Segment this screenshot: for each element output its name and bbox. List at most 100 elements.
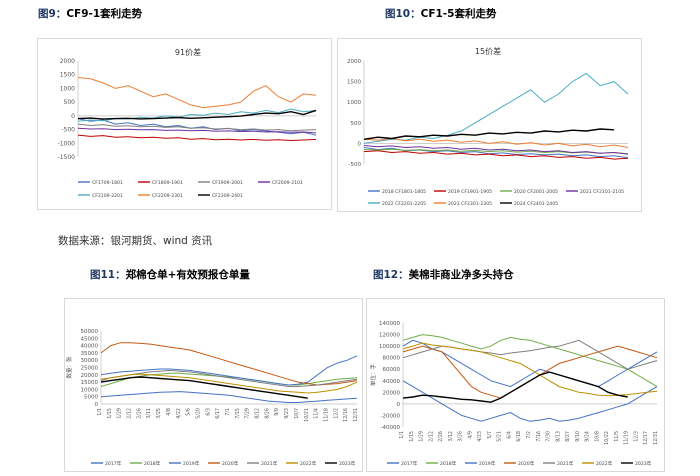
- x-tick-label: 7/29: [245, 408, 251, 419]
- series-line-1: [402, 334, 658, 388]
- x-tick-label: 5/6: [186, 408, 192, 416]
- series-line-3: [100, 342, 358, 386]
- legend-label: CF2109-2201: [92, 193, 123, 199]
- x-tick-label: 11/5: [614, 431, 620, 442]
- x-tick-label: 4/9: [467, 431, 473, 439]
- y-tick-label: 1000: [60, 85, 75, 92]
- x-tick-label: 8/12: [255, 408, 261, 419]
- series-line-5: [363, 137, 629, 148]
- x-tick-label: 12/31: [353, 408, 359, 422]
- legend-label: 2023年: [339, 460, 356, 467]
- x-tick-label: 12/2: [333, 408, 339, 419]
- y-tick-label: 500: [64, 99, 76, 106]
- legend-label: 2018年: [144, 460, 161, 467]
- series-line-4: [363, 72, 629, 144]
- series-line-6: [100, 376, 308, 399]
- figure-9-number: 图9：: [38, 8, 67, 20]
- legend-label: CF2209-2301: [152, 193, 183, 199]
- y-tick-label: 15000: [81, 380, 99, 386]
- legend-label: 2021年: [557, 460, 574, 467]
- x-tick-label: 3/11: [146, 408, 152, 419]
- x-tick-label: 3/26: [458, 431, 464, 442]
- y-tick-label: 20000: [383, 390, 401, 396]
- chart-10-panel: 15价差 -500 0 500 1000 1500 2000 2018 CF1801-1805…: [337, 38, 642, 212]
- x-tick-label: 12/16: [343, 408, 349, 422]
- chart-11-panel: 0 5000 10000 15000 20000 25000 30000 35000 40000…: [64, 298, 363, 472]
- x-tick-label: 9/23: [284, 408, 290, 419]
- y-tick-label: -20000: [381, 413, 401, 419]
- figure-12-label: 美棉非商业净多头持仓: [408, 269, 514, 281]
- y-tick-label: 1500: [60, 72, 75, 79]
- x-tick-label: 10/7: [294, 408, 300, 419]
- y-tick-label: 25000: [81, 366, 99, 372]
- data-source-note: 数据来源：银河期货、wind 资讯: [58, 235, 213, 247]
- chart-12-panel: -40000 -20000 0 20000 40000 60000 80000 100000 1…: [366, 298, 665, 472]
- x-tick-label: 4/8: [166, 408, 172, 416]
- y-tick-label: -1500: [58, 154, 76, 161]
- figure-10-label: CF1-5套利走势: [420, 8, 497, 20]
- x-tick-label: 8/27: [565, 431, 571, 442]
- series-line-1: [100, 372, 358, 387]
- x-tick-label: 6/4: [506, 431, 512, 439]
- x-tick-label: 1/29: [419, 431, 425, 442]
- x-tick-label: 10/8: [594, 431, 600, 442]
- legend-label: CF1909-2001: [212, 180, 243, 186]
- x-tick-label: 1/29: [117, 408, 123, 419]
- series-line-5: [77, 77, 317, 109]
- figure-12-number: 图12：: [373, 269, 409, 281]
- x-tick-label: 11/4: [314, 408, 320, 419]
- legend-label: 2020 CF2001-2005: [514, 189, 558, 195]
- x-tick-label: 10/21: [304, 408, 310, 422]
- y-tick-label: -500: [349, 162, 362, 168]
- y-tick-label: 30000: [81, 358, 99, 364]
- x-tick-label: 6/17: [215, 408, 221, 419]
- y-tick-label: 10000: [81, 387, 99, 393]
- x-tick-label: 7/2: [526, 431, 532, 439]
- y-tick-label: 2000: [347, 59, 361, 65]
- y-tick-label: 100000: [379, 344, 400, 350]
- figure-12-title: 图12：美棉非商业净多头持仓: [373, 267, 514, 282]
- series-line-3: [402, 345, 658, 399]
- legend-label: 2022年: [596, 460, 613, 467]
- chart-title: 91价差: [175, 47, 201, 57]
- series-line-0: [100, 391, 358, 403]
- y-tick-label: 1500: [347, 80, 361, 86]
- series-line-6: [402, 371, 628, 403]
- x-tick-label: 4/22: [176, 408, 182, 419]
- y-tick-label: 140000: [379, 321, 400, 327]
- figure-10-title: 图10：CF1-5套利走势: [385, 6, 496, 21]
- x-tick-label: 7/16: [536, 431, 542, 442]
- legend-label: 2020年: [222, 460, 239, 467]
- y-tick-label: 0: [397, 402, 401, 408]
- x-tick-label: 3/12: [448, 431, 454, 442]
- chart-title: 15价差: [475, 46, 501, 56]
- series-line-1: [363, 150, 629, 160]
- x-tick-label: 5/7: [487, 431, 493, 439]
- series-line-1: [77, 134, 317, 142]
- x-tick-label: 7/1: [225, 408, 231, 416]
- series-line-0: [77, 118, 317, 136]
- x-tick-label: 11/19: [624, 431, 630, 445]
- x-tick-label: 9/24: [585, 431, 591, 442]
- series-line-3: [77, 127, 317, 134]
- x-tick-label: 4/23: [477, 431, 483, 442]
- series-line-4: [100, 369, 358, 387]
- x-tick-label: 7/30: [546, 431, 552, 442]
- figure-11-label: 郑棉仓单+有效预报仓单量: [125, 269, 250, 281]
- y-tick-label: -1000: [58, 140, 76, 147]
- chart-9-spread: 91价差 -1500 -1000 -500 0 500 1000 1500 2000 CF1709…: [58, 47, 317, 199]
- legend-label: 2017年: [105, 460, 122, 467]
- chart-9-panel: 91价差 -1500 -1000 -500 0 500 1000 1500 2000 CF1709…: [37, 38, 332, 210]
- legend-label: 2020年: [518, 460, 535, 467]
- y-tick-label: 60000: [383, 367, 401, 373]
- y-tick-label: -500: [61, 127, 75, 134]
- legend-label: 2021 CF2101-2105: [580, 189, 624, 195]
- x-tick-label: 5/21: [497, 431, 503, 442]
- y-tick-label: 500: [351, 121, 362, 127]
- series-line-4: [77, 108, 317, 122]
- series-line-6: [77, 109, 317, 120]
- legend-label: 2019年: [479, 460, 496, 467]
- y-tick-label: 35000: [81, 351, 99, 357]
- x-tick-label: 1/1: [399, 431, 405, 439]
